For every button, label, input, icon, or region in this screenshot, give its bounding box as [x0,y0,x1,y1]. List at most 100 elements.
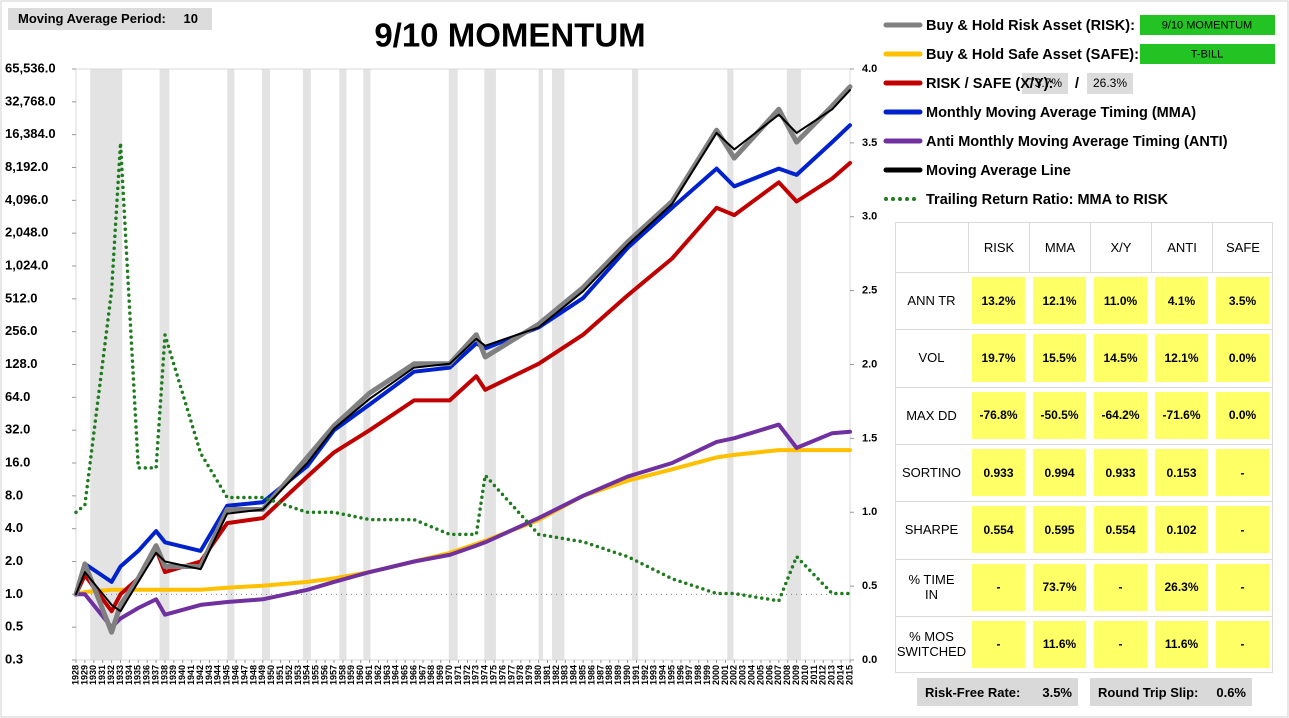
y-tick-label: 4,096.0 [5,192,48,207]
stat-cell: 14.5% [1094,334,1147,382]
x-tick-label: 1942 [195,665,205,685]
y-tick-label: 16,384.0 [5,126,56,141]
stat-cell: - [1216,563,1269,611]
x-tick-label: 1986 [586,665,596,685]
x-tick-label: 1982 [551,665,561,685]
y2-tick-label: 4.0 [862,63,877,75]
x-tick-label: 1938 [159,665,169,685]
y2-tick-label: 3.0 [862,211,877,223]
x-tick-label: 1930 [88,665,98,685]
x-tick-label: 1968 [426,665,436,685]
x-tick-label: 1988 [604,665,614,685]
x-tick-label: 1940 [177,665,187,685]
x-tick-label: 1973 [471,665,481,685]
y2-tick-label: 1.0 [862,506,877,518]
stat-cell: -50.5% [1033,391,1086,439]
y2-tick-label: 2.5 [862,285,877,297]
footer-label: Round Trip Slip: [1098,684,1199,700]
x-tick-label: 1981 [542,665,552,685]
y2-tick-label: 0.0 [862,654,877,666]
stat-cell: -64.2% [1094,391,1147,439]
y-tick-label: 8,192.0 [5,159,48,174]
y-tick-label: 32.0 [5,422,30,437]
legend-label: Trailing Return Ratio: MMA to RISK [926,192,1168,208]
x-tick-label: 1952 [284,665,294,685]
x-tick-label: 1964 [391,665,401,685]
x-tick-label: 1937 [150,665,160,685]
legend-label: Anti Monthly Moving Average Timing (ANTI… [926,134,1228,150]
x-tick-label: 1932 [106,665,116,685]
row-divider [895,558,1273,560]
row-label: ANN TR [907,293,956,309]
x-tick-label: 1931 [97,665,107,685]
shaded-period [90,69,123,660]
stat-cell: - [1094,563,1147,611]
x-tick-label: 1966 [408,665,418,685]
footer-value: 3.5% [1042,684,1072,700]
x-tick-label: 1984 [569,665,579,685]
y-tick-label: 0.5 [5,619,23,634]
y2-tick-label: 2.0 [862,358,877,370]
x-tick-label: 2003 [738,665,748,685]
row-label: SHARPE [904,522,959,538]
x-tick-label: 2014 [835,665,845,685]
x-tick-label: 2000 [711,665,721,685]
x-tick-label: 1959 [346,665,356,685]
stat-cell: 0.0% [1216,334,1269,382]
x-tick-label: 2008 [782,665,792,685]
stat-cell: 15.5% [1033,334,1086,382]
footer-label: Risk-Free Rate: [925,684,1021,700]
x-tick-label: 1936 [142,665,152,685]
x-tick-label: 1933 [115,665,125,685]
x-tick-label: 1978 [515,665,525,685]
x-tick-label: 1948 [248,665,258,685]
stat-cell: 0.153 [1155,448,1208,497]
legend-label: Monthly Moving Average Timing (MMA) [926,105,1196,121]
shaded-period [227,69,235,660]
y2-tick-label: 0.5 [862,580,877,592]
stat-cell: 0.554 [1094,506,1147,554]
shaded-period [302,69,311,660]
stat-cell: -71.6% [1155,391,1208,439]
x-tick-label: 1941 [186,665,196,685]
shaded-period [551,69,565,660]
chart-title: 9/10 MOMENTUM [374,17,645,54]
x-tick-label: 1976 [497,665,507,685]
x-tick-label: 1995 [666,665,676,685]
series-line [74,422,852,630]
row-divider [895,386,1273,388]
x-tick-label: 2004 [747,665,757,685]
y-tick-label: 2.0 [5,553,23,568]
x-tick-label: 1970 [444,665,454,685]
weight-label: 73.7% [1028,76,1062,90]
x-tick-label: 1947 [239,665,249,685]
stat-cell: - [1216,448,1269,497]
stat-cell: - [1094,620,1147,669]
column-header: ANTI [1151,222,1212,272]
stat-cell: 12.1% [1155,334,1208,382]
x-tick-label: 1990 [622,665,632,685]
shaded-period [339,69,347,660]
settings-label: Moving Average Period: [18,11,166,26]
x-tick-label: 2006 [764,665,774,685]
legend-label: Buy & Hold Safe Asset (SAFE): [926,47,1139,63]
x-tick-label: 2007 [773,665,783,685]
x-tick-label: 1975 [489,665,499,685]
stat-cell: - [1216,620,1269,669]
x-tick-label: 1980 [533,665,543,685]
x-tick-label: 1971 [453,665,463,685]
weight-label: 26.3% [1093,76,1127,90]
legend-label: Buy & Hold Risk Asset (RISK): [926,18,1135,34]
legend-label: RISK / SAFE (X/Y): [926,76,1053,92]
stat-cell: 11.0% [1094,277,1147,325]
x-tick-label: 1939 [168,665,178,685]
x-tick-label: 1951 [275,665,285,685]
column-header: SAFE [1212,222,1273,272]
row-label: MAX DD [906,407,957,423]
y-tick-label: 1,024.0 [5,257,48,272]
asset-box [1140,44,1275,64]
x-tick-label: 1961 [364,665,374,685]
stat-cell: 0.102 [1155,506,1208,554]
stat-cell: 12.1% [1033,277,1086,325]
stat-cell: 0.994 [1033,448,1086,497]
